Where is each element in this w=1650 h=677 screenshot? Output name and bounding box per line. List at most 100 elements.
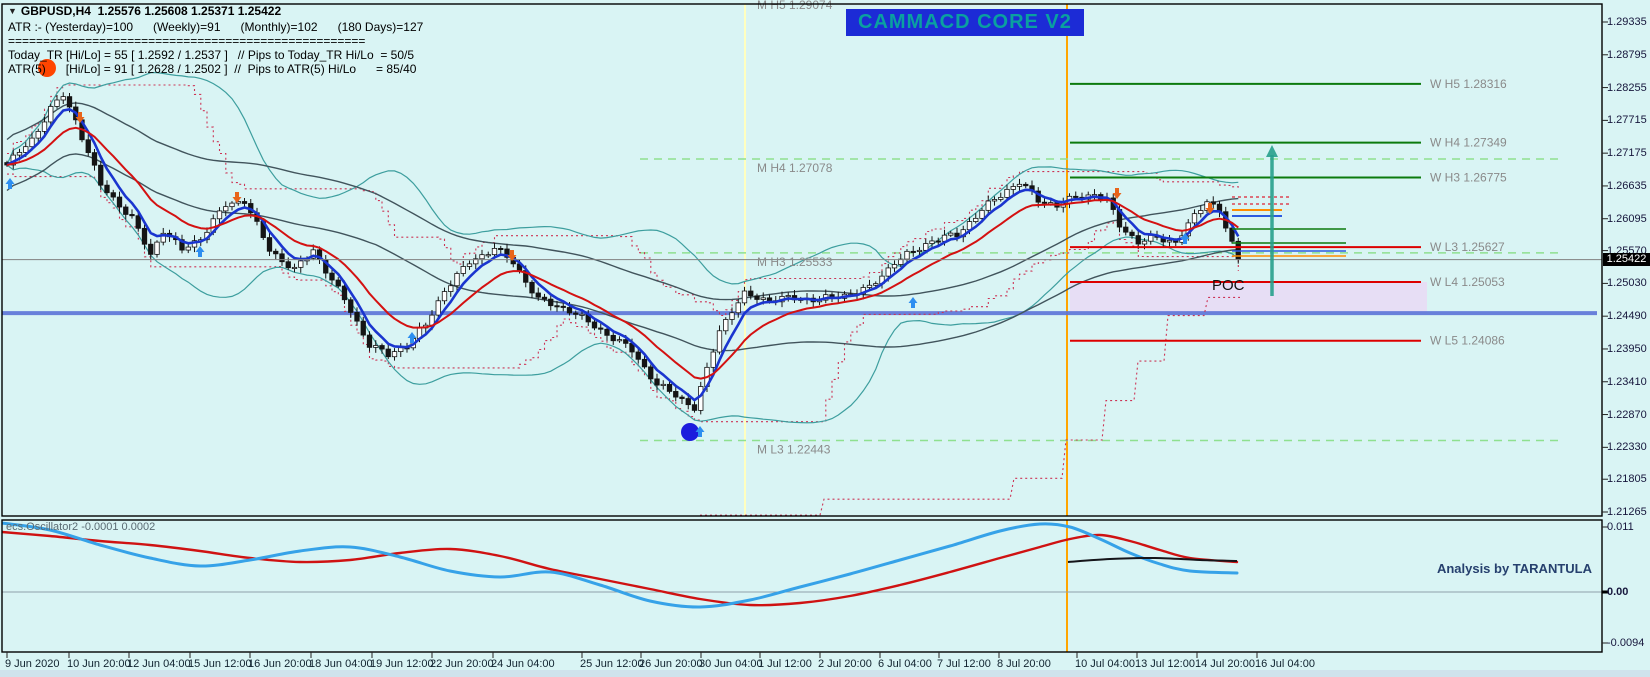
candle-bearish [1023, 183, 1029, 187]
candle-bullish [479, 254, 485, 260]
date-axis-label: 13 Jul 12:00 [1135, 658, 1195, 670]
sell-arrow-icon [232, 192, 242, 203]
oscillator-signal-line [1067, 556, 1238, 563]
date-axis-label: 16 Jul 04:00 [1255, 658, 1315, 670]
weekly-level-label: W H4 1.27349 [1430, 136, 1507, 150]
candle-bullish [216, 210, 223, 220]
price-axis-label: 1.29335 [1607, 16, 1647, 28]
date-axis-label: 10 Jun 20:00 [67, 658, 131, 670]
candle-bearish [623, 339, 629, 344]
candle-bearish [104, 184, 110, 194]
date-axis-label: 30 Jun 04:00 [699, 658, 763, 670]
candle-bearish [1229, 227, 1235, 242]
date-axis-label: 26 Jun 20:00 [639, 658, 703, 670]
candle-bullish [760, 297, 766, 300]
candle-bearish [354, 312, 360, 322]
candle-bearish [504, 248, 510, 258]
main-panel-border [1, 3, 1603, 517]
current-price-tag: 1.25422 [1603, 252, 1650, 266]
price-axis-label: 1.25030 [1607, 277, 1647, 290]
sell-arrow-icon [507, 250, 517, 261]
atr-summary-line: ATR :- (Yesterday)=100 (Weekly)=91 (Mont… [8, 20, 424, 34]
date-axis-label: 18 Jun 04:00 [309, 658, 373, 670]
candle-bearish [691, 404, 698, 411]
monthly-level-label: M H4 1.27078 [757, 161, 833, 175]
candle-bearish [329, 272, 335, 281]
candle-bullish [973, 217, 979, 222]
candle-bearish [1135, 235, 1141, 245]
candle-bearish [66, 96, 73, 108]
candle-bearish [641, 358, 648, 368]
candle-bearish [341, 285, 348, 301]
candle-bullish [41, 121, 48, 132]
date-axis-label: 7 Jul 12:00 [937, 658, 991, 670]
band-lower-line [6, 164, 1239, 424]
candle-bearish [573, 312, 579, 315]
price-axis-label: 1.21265 [1607, 506, 1647, 518]
candle-bullish [1141, 240, 1148, 245]
candle-bullish [985, 200, 991, 211]
candle-bullish [991, 199, 998, 202]
candle-bearish [766, 297, 773, 302]
candle-bullish [298, 260, 304, 268]
date-axis-label: 8 Jul 20:00 [997, 658, 1051, 670]
candle-bearish [1073, 195, 1079, 198]
candle-bearish [379, 345, 385, 350]
candle-bearish [123, 206, 129, 215]
candle-bullish [723, 319, 729, 332]
symbol-ohlc-line: ▼ GBPUSD,H4 1.25576 1.25608 1.25371 1.254… [8, 4, 423, 18]
candle-bearish [648, 366, 654, 380]
candle-bearish [535, 292, 541, 298]
poc-zone [1070, 281, 1427, 314]
candle-bearish [610, 334, 616, 342]
candle-bullish [223, 206, 229, 212]
date-axis-label: 19 Jun 12:00 [370, 658, 434, 670]
price-axis-label: 1.24490 [1607, 310, 1647, 323]
candle-bullish [466, 263, 473, 267]
monthly-level-label: M H5 1.29074 [757, 0, 833, 12]
price-axis-label: 1.23410 [1607, 375, 1647, 388]
candle-bearish [285, 261, 291, 269]
candle-bullish [460, 266, 466, 274]
candle-bullish [1004, 188, 1010, 198]
candle-bearish [635, 351, 641, 360]
candle-bullish [1191, 213, 1198, 224]
candle-bearish [560, 305, 566, 308]
oscillator-panel-border [1, 519, 1603, 653]
sell-arrow-icon [75, 112, 85, 123]
slow-ma-line [6, 126, 1239, 380]
candle-bearish [666, 383, 673, 392]
candle-bearish [385, 348, 391, 358]
candle-bullish [866, 284, 873, 288]
analysis-credit: Analysis by TARANTULA [1436, 561, 1592, 576]
weekly-level-label: W L3 1.25627 [1430, 240, 1505, 254]
candle-bearish [529, 281, 535, 294]
candle-bearish [85, 139, 91, 153]
candle-bearish [754, 295, 760, 300]
collapse-triangle-icon[interactable]: ▼ [8, 6, 17, 16]
band-upper-line [6, 71, 1239, 285]
candle-bullish [923, 243, 929, 251]
trend-arrow-head-icon [1266, 145, 1278, 157]
price-axis-label: 1.22870 [1607, 408, 1647, 421]
candle-bullish [616, 339, 623, 342]
oscillator-red-line [2, 530, 1239, 607]
buy-arrow-icon [1180, 233, 1190, 244]
candle-bullish [785, 295, 791, 298]
candle-bullish [448, 285, 454, 292]
candle-bearish [935, 240, 941, 243]
candle-bearish [541, 296, 548, 300]
candle-bullish [979, 209, 985, 219]
price-axis-label: 1.27715 [1607, 114, 1647, 127]
candle-bullish [1198, 210, 1204, 215]
candle-bearish [598, 327, 604, 330]
candle-bearish [129, 214, 135, 217]
candle-bullish [48, 106, 54, 123]
candle-bullish [435, 300, 441, 316]
separator-line: ========================================… [8, 34, 366, 48]
candle-bullish [1010, 186, 1016, 190]
buy-arrow-icon [908, 297, 918, 308]
candle-bearish [335, 279, 341, 287]
candle-bearish [1041, 201, 1048, 204]
